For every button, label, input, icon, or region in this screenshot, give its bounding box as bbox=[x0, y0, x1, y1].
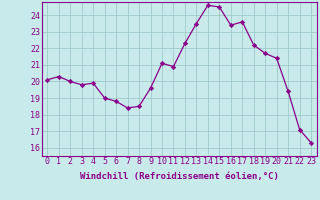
X-axis label: Windchill (Refroidissement éolien,°C): Windchill (Refroidissement éolien,°C) bbox=[80, 172, 279, 181]
